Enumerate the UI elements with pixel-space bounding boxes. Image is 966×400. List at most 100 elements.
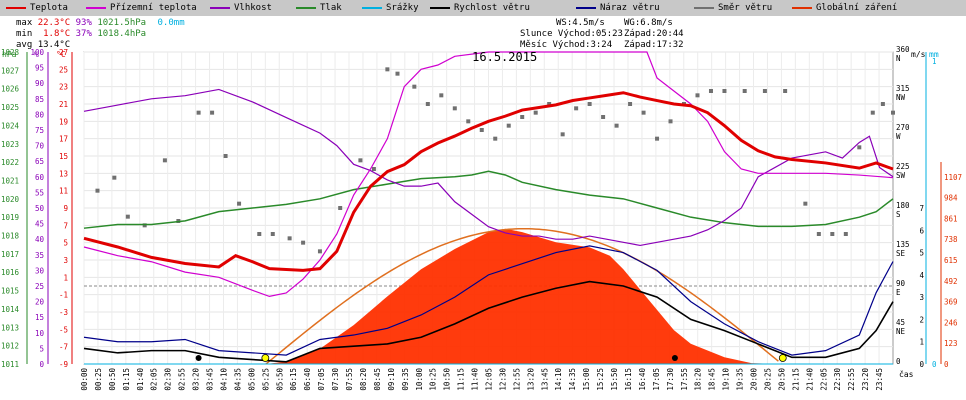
axis-tick-wind-dir: 0 xyxy=(896,357,901,366)
axis-tick-wind-dir-label: W xyxy=(896,132,901,141)
axis-tick-pressure: 1026 xyxy=(1,85,20,94)
axis-tick-radiation: 1107 xyxy=(944,173,962,182)
axis-tick-wind-dir-label: NE xyxy=(896,327,906,336)
wind-direction-point xyxy=(655,136,660,141)
axis-tick-time: 08:20 xyxy=(359,368,368,391)
moonrise-marker xyxy=(195,355,202,361)
axis-tick-time: 19:10 xyxy=(722,368,731,391)
axis-tick-time: 08:45 xyxy=(373,368,382,391)
axis-tick-time: 00:50 xyxy=(108,368,117,391)
axis-tick-wind-dir: 360 xyxy=(896,45,910,54)
legend-label: Náraz větru xyxy=(600,3,660,13)
axis-tick-humidity: 100 xyxy=(30,48,44,57)
axis-tick-time: 07:05 xyxy=(317,368,326,391)
axis-tick-temp: -9 xyxy=(59,360,68,369)
axis-tick-temp: -7 xyxy=(59,343,68,352)
info-moonset: Západ:17:32 xyxy=(624,40,684,50)
stats-min-temp: 1.8°C xyxy=(43,29,71,39)
wind-direction-point xyxy=(533,110,538,115)
axis-tick-temp: 15 xyxy=(59,152,68,161)
axis-tick-pressure: 1027 xyxy=(1,66,19,75)
legend-swatch xyxy=(6,6,26,9)
axis-tick-rain: 1 xyxy=(932,57,937,66)
axis-tick-wind-dir: 180 xyxy=(896,201,910,210)
axis-tick-wind-dir-label: NW xyxy=(896,93,906,102)
axis-tick-temp: 13 xyxy=(59,169,68,178)
legend-label: Vlhkost xyxy=(234,3,272,13)
wind-direction-point xyxy=(493,136,498,141)
chart-title: 16.5.2015 xyxy=(472,50,537,64)
axis-tick-time: 15:00 xyxy=(582,368,591,391)
legend-swatch xyxy=(430,6,450,9)
axis-tick-humidity: 50 xyxy=(35,204,45,213)
axis-tick-pressure: 1019 xyxy=(1,213,19,222)
wind-direction-point xyxy=(628,102,633,106)
wind-direction-point xyxy=(742,89,747,93)
info-wg: WG:6.8m/s xyxy=(624,18,673,28)
wind-direction-point xyxy=(857,145,862,150)
stats-min-hum: 37% xyxy=(75,29,92,39)
wind-direction-point xyxy=(506,123,511,128)
axis-tick-time: 10:50 xyxy=(443,368,452,391)
wind-direction-point xyxy=(762,89,767,93)
axis-title-time: čas xyxy=(899,369,914,379)
axis-tick-radiation: 246 xyxy=(944,318,958,327)
axis-tick-temp: -5 xyxy=(59,325,68,334)
axis-tick-wind-dir-label: SE xyxy=(896,249,906,258)
axis-tick-pressure: 1018 xyxy=(1,232,20,241)
axis-tick-time: 01:15 xyxy=(122,368,131,391)
axis-tick-pressure: 1016 xyxy=(1,268,20,277)
axis-tick-radiation: 984 xyxy=(944,194,958,203)
axis-tick-wind-speed: 3 xyxy=(919,293,924,302)
info-sunrise: Slunce Východ:05:23 xyxy=(520,29,623,39)
axis-tick-time: 16:15 xyxy=(624,368,633,391)
axis-tick-temp: 1 xyxy=(63,273,68,282)
axis-tick-humidity: 35 xyxy=(35,251,44,260)
wind-direction-point xyxy=(614,123,619,128)
axis-tick-temp: 7 xyxy=(63,221,68,230)
axis-tick-humidity: 65 xyxy=(35,157,44,166)
axis-tick-time: 05:00 xyxy=(247,368,256,391)
axis-tick-temp: -1 xyxy=(59,291,68,300)
axis-tick-pressure: 1015 xyxy=(1,287,19,296)
legend-item-8: Globální záření xyxy=(792,3,897,13)
wind-direction-point xyxy=(880,102,885,106)
axis-tick-time: 07:55 xyxy=(345,368,354,391)
axis-tick-humidity: 80 xyxy=(35,110,45,119)
axis-tick-time: 14:10 xyxy=(554,368,563,391)
stats-max-hum: 93% xyxy=(75,18,92,28)
axis-tick-humidity: 15 xyxy=(35,313,44,322)
axis-title-wind: m/s xyxy=(911,50,926,59)
axis-tick-time: 00:00 xyxy=(80,368,89,391)
axis-tick-time: 18:20 xyxy=(694,368,703,391)
axis-tick-wind-speed: 2 xyxy=(919,315,924,324)
axis-tick-temp: 17 xyxy=(59,135,68,144)
stats-min-label: min xyxy=(16,29,33,39)
axis-tick-time: 15:50 xyxy=(610,368,619,391)
wind-direction-point xyxy=(574,106,579,111)
axis-tick-wind-speed: 4 xyxy=(919,271,924,280)
sunrise-marker xyxy=(261,354,270,362)
axis-tick-radiation: 0 xyxy=(944,360,949,369)
legend-label: Srážky xyxy=(386,3,419,13)
axis-tick-time: 19:35 xyxy=(736,368,745,391)
axis-tick-wind-dir-label: S xyxy=(896,210,901,219)
axis-tick-radiation: 861 xyxy=(944,214,958,223)
sunset-marker xyxy=(778,354,787,362)
axis-tick-time: 13:20 xyxy=(526,368,535,391)
wind-direction-point xyxy=(587,102,592,106)
wind-direction-point xyxy=(601,115,606,119)
axis-tick-humidity: 55 xyxy=(35,188,44,197)
axis-tick-pressure: 1011 xyxy=(1,360,19,369)
axis-tick-humidity: 20 xyxy=(35,298,45,307)
axis-tick-time: 06:40 xyxy=(303,368,312,391)
axis-tick-radiation: 615 xyxy=(944,256,958,265)
legend-swatch xyxy=(86,6,106,9)
axis-title-pressure: hPa xyxy=(2,50,17,59)
axis-title-rain: mm xyxy=(929,50,939,59)
axis-tick-wind-speed: 7 xyxy=(919,204,924,213)
stats-min-press: 1018.4hPa xyxy=(97,29,147,39)
wind-direction-point xyxy=(870,110,875,115)
series-wind-speed xyxy=(83,280,894,363)
